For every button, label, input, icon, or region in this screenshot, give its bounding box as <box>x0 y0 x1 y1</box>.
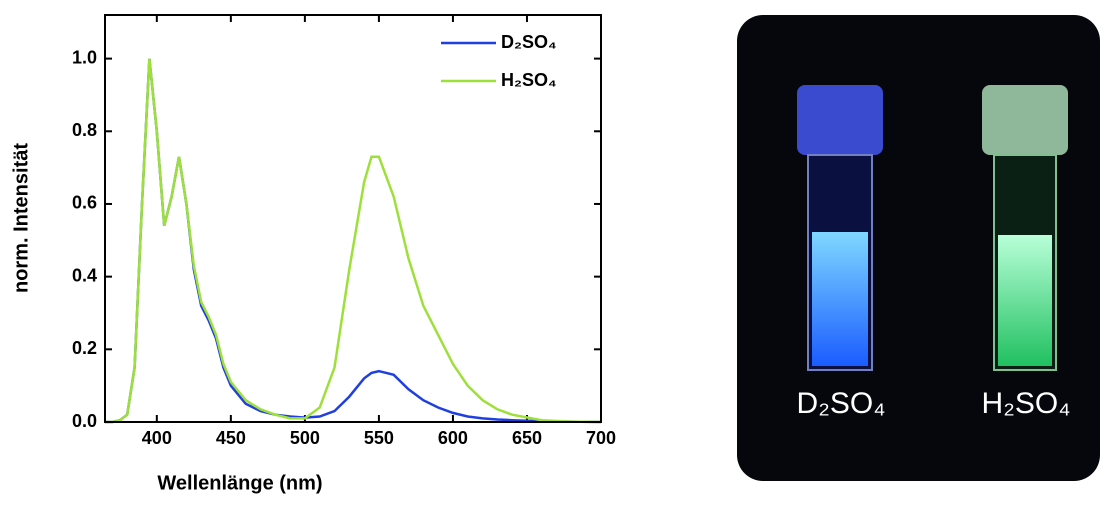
x-axis-label: Wellenlänge (nm) <box>157 472 322 494</box>
y-tick-label: 1.0 <box>72 47 97 67</box>
x-tick-label: 700 <box>586 428 616 448</box>
photo-label: D₂SO₄ <box>797 387 886 420</box>
y-tick-label: 0.0 <box>72 411 97 431</box>
y-tick-label: 0.8 <box>72 120 97 140</box>
blue-cap <box>797 85 883 155</box>
series-line <box>105 58 602 424</box>
x-tick-label: 600 <box>438 428 468 448</box>
y-tick-label: 0.6 <box>72 193 97 213</box>
x-tick-label: 500 <box>290 428 320 448</box>
x-tick-label: 450 <box>216 428 246 448</box>
blue-liquid <box>812 232 868 366</box>
y-tick-label: 0.2 <box>72 338 97 358</box>
green-cap <box>982 85 1068 155</box>
y-tick-label: 0.4 <box>72 265 97 285</box>
x-tick-label: 400 <box>142 428 172 448</box>
green-liquid <box>998 235 1052 366</box>
x-tick-label: 650 <box>512 428 542 448</box>
plot-frame <box>104 14 602 423</box>
photo-label: H₂SO₄ <box>982 387 1071 420</box>
legend-label: H₂SO₄ <box>501 70 557 90</box>
y-axis-label: norm. Intensität <box>10 143 32 293</box>
legend-label: D₂SO₄ <box>501 32 557 52</box>
x-tick-label: 550 <box>364 428 394 448</box>
